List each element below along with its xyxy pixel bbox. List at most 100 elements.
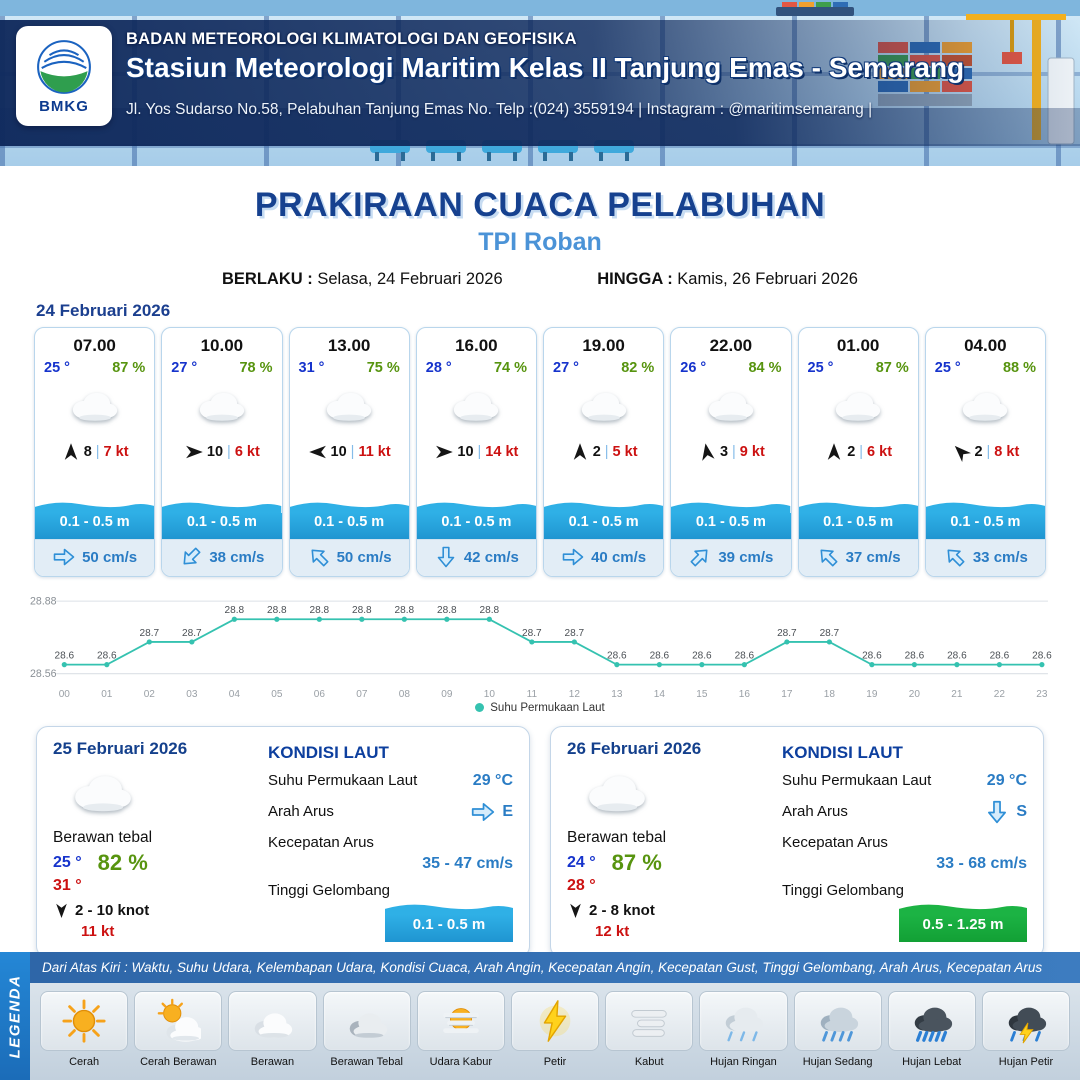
current-speed: 33 cm/s <box>972 548 1028 566</box>
wind-speed: 3 <box>719 444 729 460</box>
current-direction-icon <box>820 549 838 567</box>
svg-text:20: 20 <box>909 689 921 700</box>
legend-item-label: Petir <box>543 1056 567 1068</box>
svg-text:02: 02 <box>144 689 156 700</box>
svg-text:28.6: 28.6 <box>650 651 670 662</box>
cloud-icon <box>835 392 881 421</box>
legend-item-label: Kabut <box>634 1056 664 1068</box>
sst-value: 29 °C <box>472 771 513 789</box>
svg-text:28.8: 28.8 <box>437 605 457 616</box>
svg-text:28.6: 28.6 <box>947 651 967 662</box>
wave-height-value: 0.1 - 0.5 m <box>416 513 536 539</box>
wave-height-band: 0.1 - 0.5 m <box>162 499 282 539</box>
forecast-card: 01.00 25 ° 87 % 2 | 6 kt 0.1 - 0.5 m 37 … <box>797 327 919 577</box>
cloud-icon <box>963 392 1008 421</box>
daily-card: 26 Februari 2026 Berawan tebal 24 ° 87 %… <box>550 725 1044 958</box>
card-humidity: 75 % <box>366 360 400 376</box>
chart-legend: Suhu Permukaan Laut <box>28 702 1052 714</box>
svg-text:09: 09 <box>441 689 453 700</box>
daily-gust: 12 kt <box>595 922 630 940</box>
card-time: 13.00 <box>327 336 371 355</box>
legend-item: Petir <box>510 991 600 1075</box>
cloud-thick-icon <box>322 991 411 1051</box>
current-speed-label: Kecepatan Arus <box>268 833 374 851</box>
wind-direction-icon <box>436 445 454 459</box>
current-direction-icon <box>988 800 1007 824</box>
legend-item-label: Hujan Lebat <box>902 1056 962 1068</box>
wave-height-value: 0.1 - 0.5 m <box>798 513 918 539</box>
svg-text:00: 00 <box>59 689 71 700</box>
svg-text:07: 07 <box>356 689 368 700</box>
svg-text:28.7: 28.7 <box>182 628 202 639</box>
card-current: 33 cm/s <box>925 539 1045 576</box>
wind-speed: 2 <box>592 444 601 460</box>
svg-text:28.6: 28.6 <box>1032 651 1052 662</box>
wind-direction-icon <box>56 903 67 918</box>
card-humidity: 78 % <box>239 360 273 376</box>
legend-description: Dari Atas Kiri : Waktu, Suhu Udara, Kele… <box>30 952 1080 983</box>
daily-date: 26 Februari 2026 <box>567 738 702 758</box>
chart-legend-marker <box>475 703 485 713</box>
svg-text:14: 14 <box>654 689 666 700</box>
daily-humidity: 87 % <box>611 849 662 875</box>
svg-text:28.8: 28.8 <box>480 605 500 616</box>
sst-chart-plot: 28.88 28.56 28.6 00 28.6 01 28.7 02 28.7 03 28.8 04… <box>30 596 1052 700</box>
rain-moderate-icon <box>793 991 882 1051</box>
daily-condition: Berawan tebal <box>53 828 153 846</box>
current-speed: 42 cm/s <box>463 548 519 566</box>
legend-item: Udara Kabur <box>416 991 505 1075</box>
current-speed: 37 cm/s <box>845 548 901 566</box>
wave-crest <box>899 904 1027 915</box>
wind-direction-icon <box>570 903 581 918</box>
current-direction-icon <box>311 549 329 567</box>
current-direction-label: Arah Arus <box>268 803 334 821</box>
wave-crest <box>162 502 282 513</box>
wind-direction-icon <box>64 443 77 460</box>
card-humidity: 88 % <box>1002 360 1036 376</box>
bmkg-logo: BMKG <box>16 26 112 126</box>
berlaku-label: BERLAKU : <box>222 270 313 288</box>
current-speed-value: 33 - 68 cm/s <box>936 854 1027 872</box>
card-weather-icon <box>417 376 536 432</box>
wave-height-value: 0.1 - 0.5 m <box>162 513 282 539</box>
wind-speed: 10 <box>457 444 474 460</box>
cloud-icon <box>589 776 645 812</box>
cloud-icon <box>454 392 499 421</box>
title-block: PRAKIRAAN CUACA PELABUHAN TPI Roban BERL… <box>0 166 1080 289</box>
wave-height-label: Tinggi Gelombang <box>782 881 905 899</box>
current-direction-value: S <box>984 799 1027 825</box>
hingga-label: HINGGA : <box>597 270 673 288</box>
daily-temp-max: 31 ° <box>53 876 82 894</box>
wind-gust: 14 kt <box>485 444 519 460</box>
sst-value: 29 °C <box>986 771 1027 789</box>
haze-icon <box>416 991 505 1051</box>
card-humidity: 87 % <box>875 360 909 376</box>
hingga-value: Kamis, 26 Februari 2026 <box>677 270 858 288</box>
legend-section: LEGENDA Dari Atas Kiri : Waktu, Suhu Uda… <box>0 952 1080 1080</box>
forecast-card: 19.00 27 ° 82 % 2 | 5 kt 0.1 - 0.5 m 40 … <box>543 327 665 577</box>
current-direction-label: Arah Arus <box>782 803 848 821</box>
wave-height-value: 0.1 - 0.5 m <box>35 513 155 539</box>
sst-label: Suhu Permukaan Laut <box>782 772 932 790</box>
svg-text:28.6: 28.6 <box>862 651 882 662</box>
card-current: 38 cm/s <box>162 539 282 576</box>
legend-title-bar: LEGENDA <box>0 952 30 1080</box>
card-time: 16.00 <box>455 336 498 355</box>
wind-speed: 10 <box>206 444 224 460</box>
current-speed-value: 35 - 47 cm/s <box>422 854 513 872</box>
wave-height-band: 0.1 - 0.5 m <box>35 499 155 539</box>
legend-item-label: Berawan <box>250 1056 295 1068</box>
current-direction-icon <box>562 548 584 566</box>
card-time: 01.00 <box>836 336 880 355</box>
svg-text:06: 06 <box>314 689 326 700</box>
forecast-date: 24 Februari 2026 <box>36 301 171 320</box>
svg-text:17: 17 <box>781 689 793 700</box>
forecast-card: 22.00 26 ° 84 % 3 | 9 kt 0.1 - 0.5 m 39 … <box>670 327 792 577</box>
card-humidity: 74 % <box>493 360 527 376</box>
bmkg-logo-label: BMKG <box>39 97 89 115</box>
card-humidity: 87 % <box>112 360 146 376</box>
svg-text:28.8: 28.8 <box>395 605 415 616</box>
daily-temp-min: 25 ° <box>53 853 82 871</box>
card-wind: 3 | 9 kt <box>671 432 790 464</box>
svg-text:15: 15 <box>696 689 708 700</box>
